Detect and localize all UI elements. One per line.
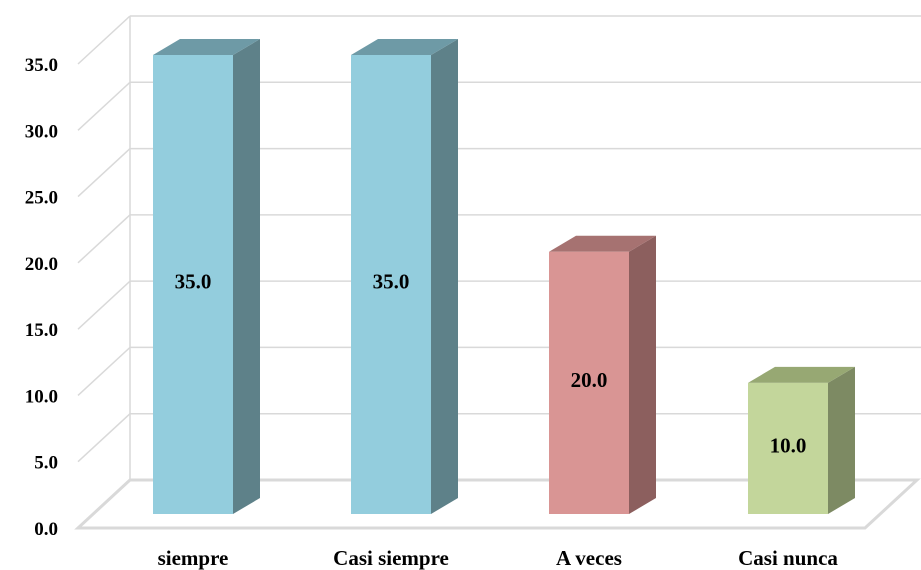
bar-top: [748, 366, 855, 383]
x-category-label: siempre: [158, 546, 229, 570]
x-category-label: A veces: [556, 546, 622, 570]
x-axis-categories: siempre Casi siempre A veces Casi nunca: [158, 546, 839, 570]
gridline-side: [77, 214, 131, 264]
gridline-side: [77, 148, 131, 198]
gridline-side: [77, 280, 131, 330]
gridlines: [77, 15, 921, 463]
y-tick-label: 30.0: [25, 121, 58, 142]
bar: [351, 39, 458, 514]
bar-front: [549, 251, 629, 514]
data-label: 20.0: [571, 368, 608, 392]
bar-side: [233, 39, 260, 514]
bar-top: [351, 39, 458, 55]
bar: [748, 366, 855, 514]
y-tick-label: 25.0: [25, 188, 58, 209]
y-tick-label: 20.0: [25, 254, 58, 275]
gridline-side: [77, 15, 131, 65]
y-tick-label: 0.0: [34, 519, 58, 540]
chart-floor: [74, 478, 921, 530]
y-axis-ticks: 0.0 5.0 10.0 15.0 20.0 25.0 30.0 35.0: [25, 55, 58, 540]
bar-side: [629, 235, 656, 514]
bar-front: [351, 55, 431, 514]
bar-side: [431, 39, 458, 514]
y-tick-label: 10.0: [25, 386, 58, 407]
y-tick-label: 5.0: [34, 453, 58, 474]
bar: [153, 39, 260, 514]
bar-top: [153, 39, 260, 55]
gridline-side: [77, 346, 131, 396]
bar: [549, 235, 656, 514]
gridline-side: [77, 81, 131, 131]
bar-front: [153, 55, 233, 514]
bar-top: [549, 235, 656, 252]
data-label: 35.0: [175, 270, 212, 294]
bars: [153, 39, 855, 514]
x-category-label: Casi siempre: [333, 546, 449, 570]
data-label: 10.0: [770, 433, 807, 457]
bar-front: [748, 382, 828, 514]
y-tick-label: 35.0: [25, 55, 58, 76]
gridline-side: [77, 413, 131, 463]
x-category-label: Casi nunca: [738, 546, 838, 570]
y-tick-label: 15.0: [25, 320, 58, 341]
data-labels: 35.0 35.0 20.0 10.0: [175, 270, 807, 458]
data-label: 35.0: [373, 270, 410, 294]
bar-side: [828, 366, 855, 514]
floor-plane: [74, 478, 921, 530]
